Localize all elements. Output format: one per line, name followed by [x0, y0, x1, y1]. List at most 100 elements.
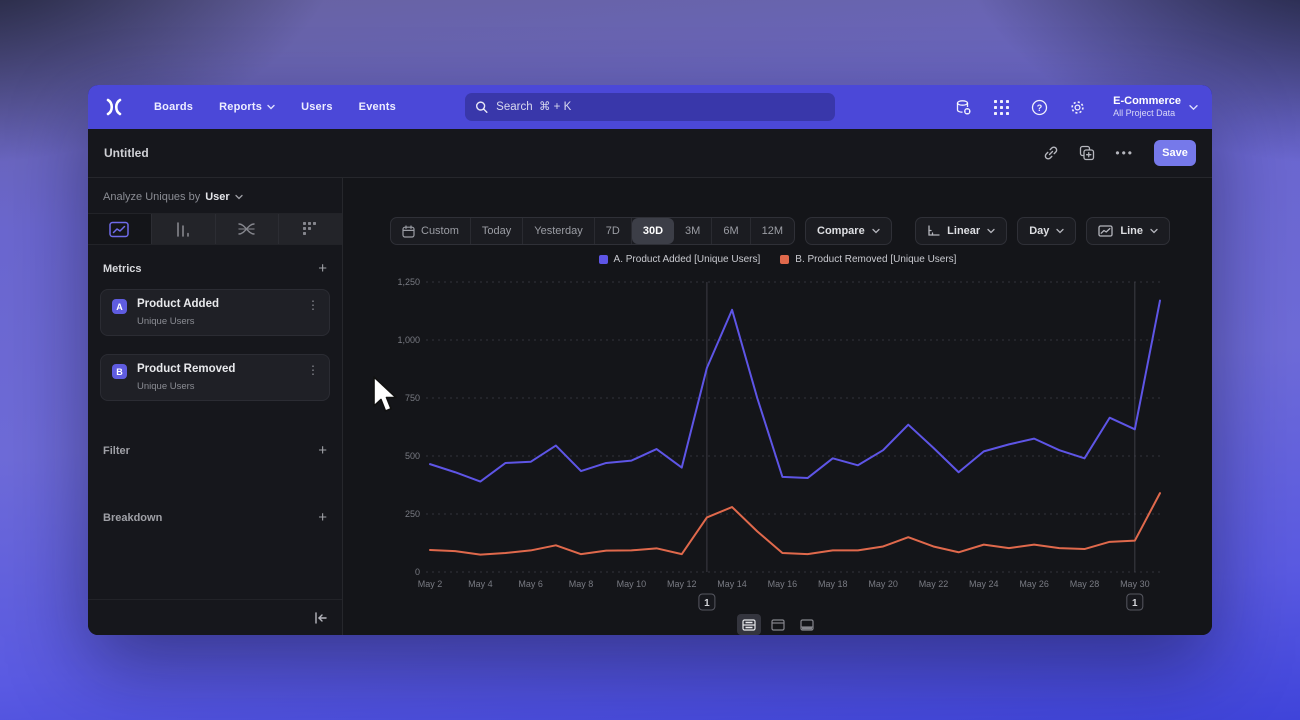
chart-panel: Custom Today Yesterday 7D 30D 3M 6M 12M …	[343, 178, 1212, 635]
global-search[interactable]	[465, 93, 835, 121]
retention-grid-icon	[303, 222, 317, 235]
layout-toggles	[736, 614, 819, 635]
range-3m-button[interactable]: 3M	[674, 218, 713, 244]
add-filter-button[interactable]: +	[318, 442, 327, 459]
nav-item-users[interactable]: Users	[301, 101, 333, 113]
svg-text:1,000: 1,000	[397, 335, 420, 345]
chart-legend: A. Product Added [Unique Users] B. Produ…	[343, 254, 1212, 265]
svg-text:750: 750	[405, 393, 420, 403]
metric-name: Product Added	[137, 298, 219, 310]
metric-subtitle[interactable]: Unique Users	[137, 316, 195, 327]
svg-text:May 16: May 16	[768, 579, 798, 589]
svg-text:1: 1	[1132, 598, 1138, 609]
line-chart-icon	[1098, 225, 1114, 237]
settings-gear-icon[interactable]	[1069, 99, 1086, 116]
breakdown-title: Breakdown	[103, 511, 163, 524]
svg-text:May 30: May 30	[1120, 579, 1150, 589]
range-yesterday-button[interactable]: Yesterday	[523, 218, 595, 244]
nav-item-boards[interactable]: Boards	[154, 101, 194, 113]
funnel-bars-icon	[177, 221, 189, 237]
svg-text:May 2: May 2	[418, 579, 443, 589]
range-30d-button[interactable]: 30D	[631, 218, 675, 244]
mixpanel-logo[interactable]	[104, 97, 124, 117]
svg-text:May 12: May 12	[667, 579, 697, 589]
svg-text:May 22: May 22	[919, 579, 949, 589]
data-management-icon[interactable]	[955, 99, 972, 116]
search-icon	[475, 101, 488, 113]
query-builder-sidebar: Analyze Uniques by User Metrics + A Pro	[88, 178, 343, 635]
legend-item-b[interactable]: B. Product Removed [Unique Users]	[780, 254, 956, 265]
svg-text:1: 1	[704, 598, 710, 609]
search-input[interactable]	[496, 101, 825, 113]
nav-item-events[interactable]: Events	[358, 101, 396, 113]
range-6m-button[interactable]: 6M	[712, 218, 751, 244]
visualization-tabs	[88, 213, 342, 245]
share-link-icon[interactable]	[1043, 145, 1059, 161]
metrics-section-header: Metrics +	[88, 245, 342, 284]
help-icon[interactable]: ?	[1031, 99, 1048, 116]
nav-item-reports[interactable]: Reports	[219, 101, 275, 113]
collapse-sidebar-button[interactable]	[314, 611, 328, 624]
layout-chart-and-table-button[interactable]	[736, 614, 761, 635]
page-title[interactable]: Untitled	[104, 146, 149, 160]
range-7d-button[interactable]: 7D	[595, 218, 632, 244]
svg-text:May 26: May 26	[1019, 579, 1049, 589]
analyze-by-row: Analyze Uniques by User	[88, 178, 342, 213]
duplicate-icon[interactable]	[1079, 145, 1095, 161]
metric-subtitle[interactable]: Unique Users	[137, 381, 195, 392]
svg-text:May 6: May 6	[518, 579, 543, 589]
metric-card-b[interactable]: B Product Removed Unique Users ⋮	[100, 354, 330, 401]
save-button[interactable]: Save	[1154, 140, 1196, 166]
svg-text:May 10: May 10	[617, 579, 647, 589]
axis-scale-icon	[928, 225, 940, 236]
chart-type-select[interactable]: Line	[1086, 217, 1170, 245]
svg-text:1,250: 1,250	[397, 277, 420, 287]
project-subtitle: All Project Data	[1113, 108, 1176, 118]
app-window: Boards Reports Users Events ?	[88, 85, 1212, 635]
tab-retention[interactable]	[279, 214, 342, 244]
legend-item-a[interactable]: A. Product Added [Unique Users]	[598, 254, 761, 265]
svg-text:May 18: May 18	[818, 579, 848, 589]
scale-select[interactable]: Linear	[915, 217, 1008, 245]
line-chart[interactable]: 0 250 500 750 1,000 1,250 May 2 May 4 May 6 May 8…	[343, 274, 1212, 619]
svg-text:0: 0	[415, 567, 420, 577]
metric-card-a[interactable]: A Product Added Unique Users ⋮	[100, 289, 330, 336]
svg-text:May 8: May 8	[569, 579, 594, 589]
chevron-down-icon	[235, 194, 243, 200]
date-range-segmented: Custom Today Yesterday 7D 30D 3M 6M 12M	[390, 217, 796, 245]
add-breakdown-button[interactable]: +	[318, 509, 327, 526]
interval-select[interactable]: Day	[1017, 217, 1077, 245]
analyze-label: Analyze Uniques by	[103, 191, 201, 203]
metric-menu-icon[interactable]: ⋮	[307, 298, 319, 312]
project-name: E-Commerce	[1113, 95, 1181, 107]
analyze-value-dropdown[interactable]: User	[205, 191, 230, 203]
svg-text:?: ?	[1037, 103, 1043, 113]
range-12m-button[interactable]: 12M	[761, 225, 784, 237]
legend-label: A. Product Added [Unique Users]	[613, 254, 761, 265]
flows-icon	[238, 223, 256, 235]
filter-title: Filter	[103, 444, 130, 457]
metric-name: Product Removed	[137, 363, 236, 375]
tab-insights[interactable]	[88, 214, 152, 244]
layout-table-only-button[interactable]	[795, 614, 819, 635]
svg-text:May 4: May 4	[468, 579, 493, 589]
metric-badge-b: B	[112, 364, 127, 379]
chevron-down-icon	[872, 228, 880, 234]
range-today-button[interactable]: Today	[471, 218, 524, 244]
navbar-right: ? E-Commerce All Project Data	[955, 85, 1198, 129]
layout-chart-only-button[interactable]	[766, 614, 790, 635]
metric-menu-icon[interactable]: ⋮	[307, 363, 319, 377]
compare-button[interactable]: Compare	[805, 217, 892, 245]
legend-swatch-a	[598, 255, 608, 264]
range-custom-button[interactable]: Custom	[391, 218, 471, 244]
calendar-icon	[402, 224, 415, 238]
apps-grid-icon[interactable]	[993, 99, 1010, 116]
tab-funnels[interactable]	[152, 214, 216, 244]
insights-line-chart-icon	[109, 221, 130, 237]
more-options-button[interactable]: •••	[1115, 146, 1134, 160]
metrics-title: Metrics	[103, 262, 142, 275]
project-switcher[interactable]: E-Commerce All Project Data	[1113, 95, 1198, 119]
add-metric-button[interactable]: +	[318, 260, 327, 277]
tab-flows[interactable]	[216, 214, 280, 244]
chevron-down-icon	[987, 228, 995, 234]
